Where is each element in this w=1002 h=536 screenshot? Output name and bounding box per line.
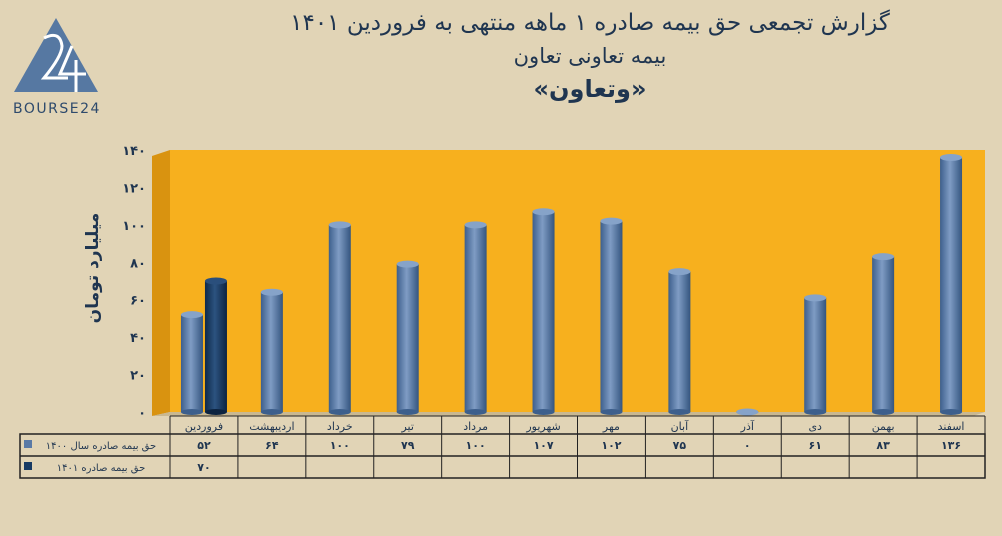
chart-subtitle: بیمه تعاونی تعاون: [513, 44, 667, 68]
bar-1400: [940, 157, 963, 412]
legend-series-name: حق بیمه صادره سال ۱۴۰۰: [46, 441, 156, 452]
x-category-label: مرداد: [463, 420, 488, 433]
bar-base: [600, 409, 623, 415]
bar-1400: [804, 297, 827, 412]
logo-text: BOURSE24: [14, 101, 101, 117]
bar-1400: [328, 224, 351, 412]
x-category-label: شهریور: [525, 420, 560, 433]
y-tick-label: ۸۰: [130, 256, 146, 271]
y-tick-label: ۲۰: [130, 369, 146, 384]
x-category-label: مهر: [602, 420, 620, 433]
bar-base: [180, 409, 203, 415]
bar-base: [940, 409, 963, 415]
table-value: ۱۰۰: [330, 439, 350, 452]
y-tick-label: ۱۰۰: [122, 219, 146, 234]
legend-swatch: [24, 462, 32, 470]
table-value: ۷۹: [401, 439, 415, 452]
bar-1401: [204, 281, 227, 412]
bar-1400: [532, 211, 555, 412]
table-value: ۱۳۶: [941, 439, 961, 452]
y-tick-label: ۱۲۰: [122, 181, 146, 196]
table-value: ۱۰۲: [601, 439, 621, 452]
bar-top: [260, 288, 283, 296]
bar-base: [804, 409, 827, 415]
bar-top: [804, 294, 827, 302]
bar-base: [396, 409, 419, 415]
bar-1400: [600, 221, 623, 412]
bar-base: [464, 409, 487, 415]
plot-background: [170, 150, 985, 412]
bar-1400: [464, 224, 487, 412]
bar-top: [872, 253, 895, 261]
x-category-label: اردیبهشت: [249, 420, 294, 433]
bar-top: [180, 311, 203, 319]
bar-base: [328, 409, 351, 415]
bar-top: [600, 217, 623, 225]
bar-base: [204, 409, 227, 415]
y-axis-label: میلیارد تومان: [83, 213, 103, 324]
x-category-label: تیر: [400, 420, 413, 433]
bar-top: [396, 260, 419, 268]
bourse24-logo: BOURSE24: [13, 16, 104, 125]
x-category-label: آذر: [740, 419, 755, 433]
bar-base: [532, 409, 555, 415]
y-tick-label: ۴۰: [130, 331, 146, 346]
bar-top: [464, 221, 487, 229]
x-category-label: اسفند: [938, 420, 965, 433]
bar-top: [328, 221, 351, 229]
table-value: ۷۰: [197, 461, 210, 474]
bar-top: [204, 277, 227, 285]
bar-top: [940, 153, 963, 161]
y-tick-label: ۰: [138, 406, 146, 421]
x-category-label: خرداد: [327, 420, 353, 433]
table-value: ۶۴: [265, 439, 279, 452]
bar-1400: [180, 314, 203, 412]
x-category-label: آبان: [671, 419, 689, 433]
chart-title: گزارش تجمعی حق بیمه صادره ۱ ماهه منتهی ب…: [290, 10, 890, 36]
x-category-label: فروردین: [185, 420, 223, 433]
bar-1400: [668, 271, 691, 412]
table-value: ۱۰۰: [466, 439, 486, 452]
bar-top: [668, 268, 691, 276]
bar-base: [260, 409, 283, 415]
bar-top: [736, 408, 759, 416]
bar-base: [872, 409, 895, 415]
table-value: ۵۲: [197, 439, 211, 452]
bar-base: [668, 409, 691, 415]
table-value: ۷۵: [673, 439, 687, 452]
bar-1400: [260, 292, 283, 412]
legend-series-name: حق بیمه صادره ۱۴۰۱: [57, 463, 146, 474]
legend-swatch: [24, 440, 32, 448]
plot-floor: [152, 412, 985, 416]
bar-1400: [396, 264, 419, 412]
table-value: ۰: [744, 439, 751, 452]
bar-top: [532, 208, 555, 216]
table-value: ۶۱: [808, 439, 821, 452]
plot-side-wall: [152, 150, 170, 416]
table-value: ۸۳: [876, 439, 890, 452]
y-tick-label: ۱۴۰: [122, 144, 146, 159]
x-category-label: بهمن: [872, 420, 895, 433]
x-category-label: دی: [808, 420, 822, 433]
bar-1400: [872, 256, 895, 412]
ticker-label: «وتعاون»: [533, 75, 647, 103]
table-value: ۱۰۷: [533, 439, 553, 452]
y-tick-label: ۶۰: [130, 294, 146, 309]
